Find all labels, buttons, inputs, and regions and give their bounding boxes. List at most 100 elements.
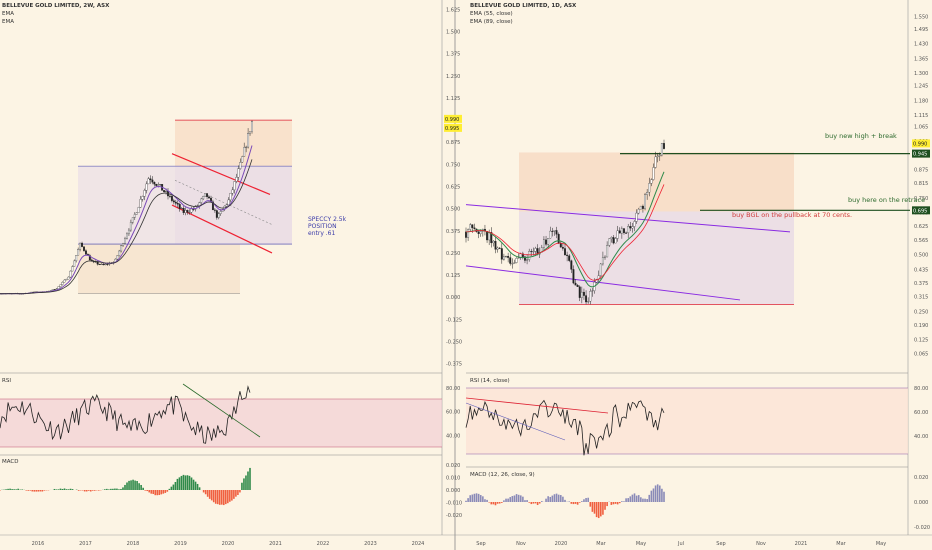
left-candle-body [53,289,56,291]
left-candle-body [129,222,132,231]
left-candle-body [239,162,242,169]
left-candle-body [243,147,246,157]
left-macd-bar [104,489,106,490]
right-candle-body [627,226,630,234]
left-macd-bar [65,489,68,490]
right-candle-body [635,212,638,222]
right-candle-body [610,237,613,239]
left-macd-bar [61,488,64,490]
left-macd-bar [138,483,140,490]
left-y-tick-label: -0.375 [446,362,462,368]
left-rsi-tick: 80.00 [446,386,460,392]
left-candle-body [55,288,58,290]
left-macd-bar [239,490,241,493]
left-macd-bar [249,467,251,490]
left-macd-bar [89,490,92,492]
right-macd-bar [621,501,623,502]
left-macd-bar [231,490,233,501]
left-candle-body [127,229,130,235]
left-macd-bar [110,488,112,490]
left-candle-body [217,213,220,218]
left-candle-body [247,133,250,148]
right-macd-tick: -0.020 [914,525,930,531]
left-macd-bar [31,490,34,492]
right-y-tick-label: 1.550 [914,14,928,20]
right-macd-bar [536,502,539,506]
left-candle-body [174,201,177,204]
right-candle-body [583,291,585,296]
left-macd-bar [233,490,235,499]
left-ema1-label: EMA [2,11,14,17]
left-macd-bar [204,490,207,495]
left-macd-bar [15,489,17,490]
left-candle-body [178,204,181,209]
left-candle-body [219,211,222,214]
right-macd-bar [517,494,520,502]
right-candle-body [492,240,495,244]
left-price-tag-text: 0.990 [445,117,459,123]
left-macd-bar [59,488,62,490]
right-y-tick-label: 0.565 [914,238,928,244]
left-upper-zone [175,120,292,167]
left-macd-bar [7,488,9,490]
left-macd-bar [160,490,163,495]
right-candle-body [580,291,583,298]
left-macd-tick: 0.020 [446,463,460,469]
left-candle-body [208,196,210,199]
left-candle-body [186,210,189,213]
left-candle-body [98,264,101,265]
left-candle-body [157,184,160,186]
right-candle-body [644,194,646,209]
right-macd-bar [522,496,524,502]
right-candle-body [513,262,516,264]
right-candle-body [479,231,482,234]
right-macd-bar [538,502,541,504]
left-candle-body [85,250,87,255]
right-candle-body [555,230,558,235]
left-lower-zone [78,244,240,294]
left-y-tick-label: 0.625 [446,185,460,191]
left-y-tick-label: 0.125 [446,273,460,279]
right-rsi-tick: 80.00 [914,386,928,392]
left-y-tick-label: -0.250 [446,339,462,345]
left-macd-bar [69,488,72,490]
right-macd-bar [482,496,484,502]
left-macd-bar [114,488,116,490]
right-macd-bar [532,502,535,504]
right-candle-body [604,256,606,258]
right-ema-89 [465,184,665,281]
left-macd-bar [182,474,185,490]
left-candle-body [104,263,107,266]
right-x-tick-label: Sep [716,541,725,547]
right-macd-bar [583,499,585,502]
left-candle-body [169,195,171,197]
right-y-tick-label: 1.115 [914,113,928,119]
left-candle-body [126,233,128,239]
right-y-tick-label: 0.065 [914,351,928,357]
left-macd-bar [180,475,183,490]
right-macd-bar [511,496,514,502]
right-macd-bar [492,502,495,505]
position-note: SPECCY 2.5k POSITION entry .61 [308,216,346,237]
right-candle-body [559,243,562,248]
right-price-tag [912,149,930,158]
left-macd-bar [192,479,195,490]
right-candle-body [606,245,609,258]
right-candle-body [656,155,659,158]
right-y-tick-label: 0.435 [914,267,928,273]
left-macd-bar [152,490,155,495]
right-candle-body [646,192,649,195]
left-candle-body [135,212,138,215]
left-macd-bar [170,486,173,490]
right-macd-bar [623,501,625,502]
left-candle-body [106,263,109,265]
left-macd-bar [166,490,169,492]
right-candle-body [612,237,615,244]
right-y-tick-label: 1.300 [914,71,928,77]
left-candle-body [206,193,209,197]
right-rsi-trend-blue [465,402,566,441]
right-x-tick-label: May [876,541,886,547]
right-macd-bar [574,502,577,504]
right-candle-body [652,167,655,180]
right-macd-bar [479,495,482,502]
